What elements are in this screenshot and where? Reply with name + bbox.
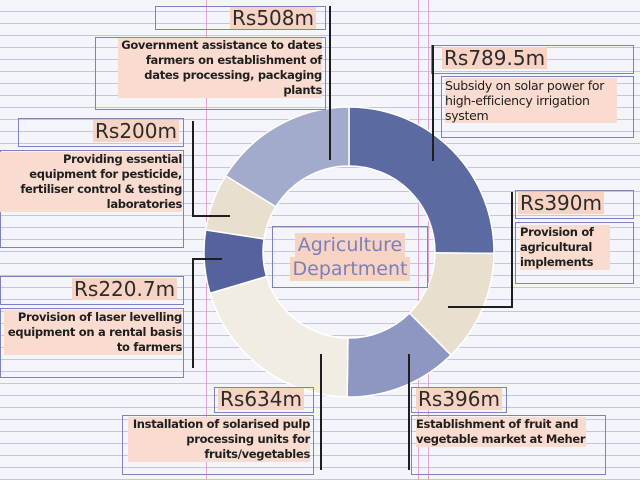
center-title-line-2: Department	[289, 257, 411, 281]
guide-line	[418, 0, 419, 480]
callout-box	[431, 45, 634, 74]
callout-box	[515, 222, 634, 284]
leader-line	[192, 258, 194, 368]
callout-box	[411, 415, 606, 475]
callout-box	[441, 76, 634, 138]
leader-line	[192, 121, 194, 217]
description-label: Providing essential equipment for pestic…	[0, 152, 182, 212]
callout-box	[122, 415, 314, 475]
description-label: Provision of laser levelling equipment o…	[4, 310, 182, 355]
amount-label: Rs789.5m	[442, 46, 548, 70]
leader-line	[511, 192, 513, 308]
amount-label: Rs220.7m	[72, 277, 178, 301]
pie-slice	[209, 275, 349, 398]
description-label: Government assistance to dates farmers o…	[118, 38, 322, 98]
leader-line	[408, 354, 410, 470]
description-label: Subsidy on solar power for high-efficien…	[445, 78, 617, 123]
leader-line	[432, 45, 434, 161]
amount-label: Rs508m	[230, 6, 316, 30]
center-label: Agriculture Department	[272, 226, 428, 288]
center-title-line-1: Agriculture	[294, 233, 406, 257]
callout-box	[411, 387, 507, 413]
guide-line	[428, 0, 429, 480]
leader-line	[448, 306, 513, 308]
amount-label: Rs634m	[218, 387, 304, 411]
leader-line	[329, 6, 331, 160]
amount-label: Rs390m	[518, 191, 604, 215]
description-label: Establishment of fruit and vegetable mar…	[416, 417, 586, 447]
callout-box	[0, 276, 184, 305]
callout-box	[18, 118, 184, 147]
leader-line	[320, 354, 322, 470]
pie-slice	[224, 106, 350, 208]
callout-box	[0, 308, 184, 378]
callout-box	[155, 6, 326, 30]
callout-box	[95, 37, 326, 110]
leader-line	[192, 215, 230, 217]
description-label: Provision of agricultural implements	[520, 225, 610, 270]
callout-box	[214, 387, 314, 413]
callout-box	[515, 190, 634, 219]
amount-label: Rs200m	[93, 119, 179, 143]
description-label: Installation of solarised pulp processin…	[128, 417, 310, 462]
pie-slice	[348, 106, 495, 255]
leader-line	[192, 258, 222, 260]
amount-label: Rs396m	[416, 387, 502, 411]
